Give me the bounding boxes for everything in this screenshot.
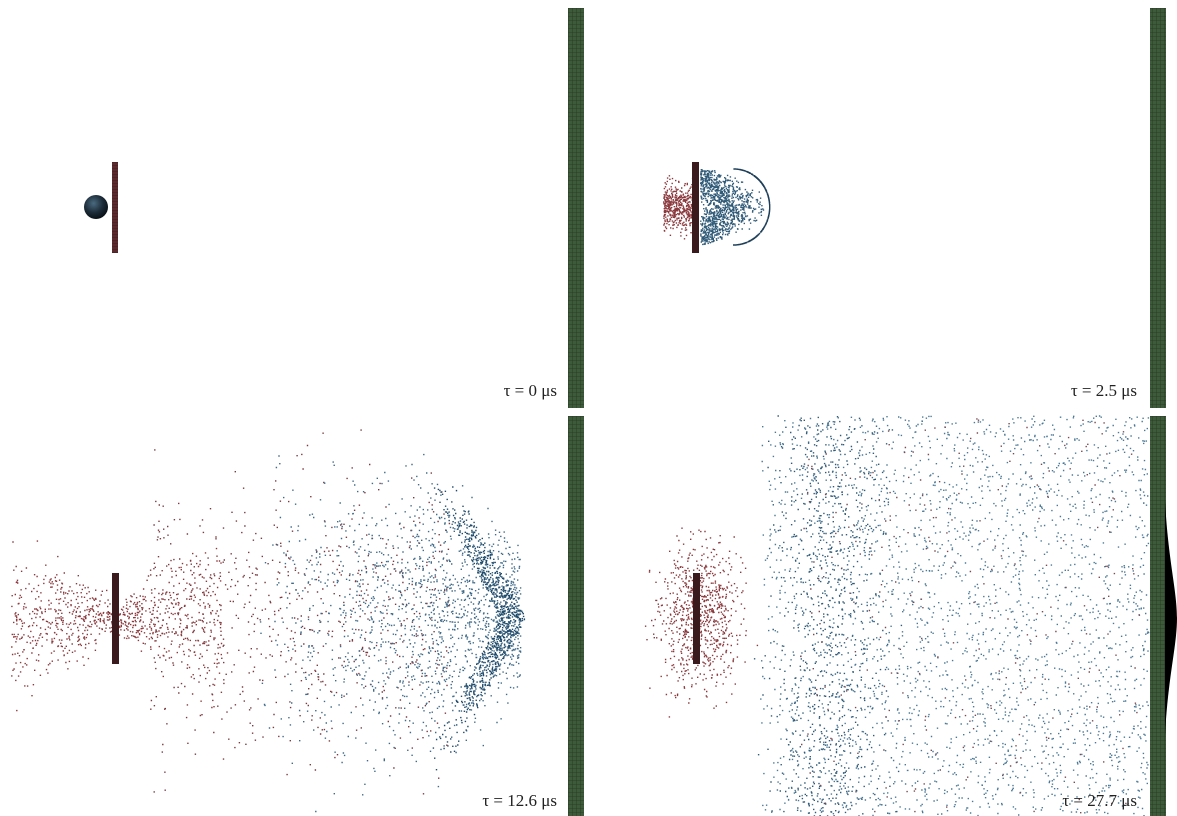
figure: τ = 0 μs τ = 2.5 μs τ = 12.6 μs τ = 27.7…	[0, 0, 1177, 816]
particles	[700, 170, 764, 245]
projectile	[84, 195, 108, 219]
particles	[260, 455, 521, 812]
wall	[568, 8, 584, 408]
particles	[150, 430, 450, 794]
time-label: τ = 12.6 μs	[482, 791, 557, 810]
target-plate	[112, 573, 119, 664]
time-label: τ = 2.5 μs	[1071, 381, 1137, 400]
particles	[645, 528, 758, 717]
wall-bulge	[1165, 500, 1177, 736]
wall	[1150, 8, 1166, 408]
wall	[568, 416, 584, 816]
particles	[733, 169, 770, 245]
target-plate	[692, 162, 699, 253]
target-plate	[693, 573, 700, 664]
target-plate	[112, 162, 118, 253]
time-label: τ = 27.7 μs	[1062, 791, 1137, 810]
particles	[433, 487, 525, 770]
time-label: τ = 0 μs	[504, 381, 557, 400]
particles	[754, 416, 902, 816]
wall	[1150, 416, 1166, 816]
separator	[0, 408, 1177, 415]
particles	[760, 416, 1149, 816]
particles	[663, 176, 696, 239]
